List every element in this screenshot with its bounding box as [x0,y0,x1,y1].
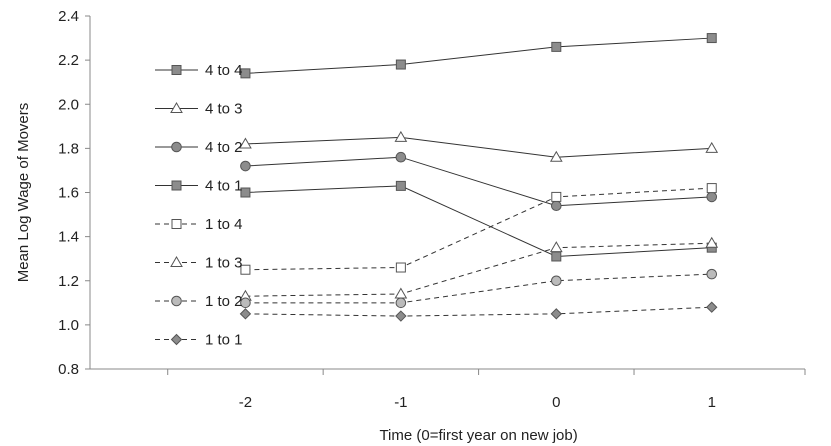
series-line [245,38,711,73]
legend-marker [171,103,182,113]
data-point [396,263,405,272]
series-lines [245,38,711,316]
legend: 4 to 4 4 to 3 4 to 2 4 to 1 1 to 4 1 to 3 1 to… [155,62,243,349]
data-point [707,192,717,202]
legend-label: 1 to 4 [205,216,243,233]
legend-marker [172,220,181,229]
legend-label: 4 to 2 [205,139,243,156]
data-point [707,302,717,312]
y-tick-label: 2.0 [58,96,79,113]
series-line [245,307,711,316]
data-point [552,252,561,261]
data-point [551,309,561,319]
legend-marker [172,335,182,345]
legend-label: 1 to 3 [205,255,243,272]
legend-label: 4 to 1 [205,178,243,195]
data-point [396,152,406,162]
data-point [395,132,406,142]
data-point [706,238,717,248]
data-point [395,288,406,298]
data-point [396,298,406,308]
y-tick-label: 1.0 [58,317,79,334]
y-tick-label: 1.4 [58,229,79,246]
y-axis-title: Mean Log Wage of Movers [15,103,32,283]
series-markers [240,34,717,321]
data-point [551,242,562,252]
data-point [241,161,251,171]
data-point [396,311,406,321]
y-tick-label: 1.6 [58,185,79,202]
series-line [245,137,711,157]
legend-marker [172,66,181,75]
series-line [245,188,711,270]
y-tick-label: 0.8 [58,361,79,378]
legend-marker [172,181,181,190]
x-tick-label: 1 [708,394,716,411]
legend-label: 1 to 1 [205,332,243,349]
series-line [245,186,711,257]
data-point [552,192,561,201]
legend-marker [171,257,182,267]
legend-marker [172,142,182,152]
data-point [396,60,405,69]
x-tick-label: -1 [394,394,407,411]
legend-label: 1 to 2 [205,293,243,310]
series-line [245,274,711,303]
data-point [552,201,562,211]
legend-marker [172,296,182,306]
x-tick-label: -2 [239,394,252,411]
data-point [707,184,716,193]
legend-label: 4 to 4 [205,62,243,79]
y-tick-label: 2.2 [58,52,79,69]
y-tick-label: 2.4 [58,8,79,25]
data-point [240,309,250,319]
data-point [396,181,405,190]
data-point [552,276,562,286]
legend-label: 4 to 3 [205,101,243,118]
y-tick-label: 1.2 [58,273,79,290]
x-tick-label: 0 [552,394,560,411]
y-tick-label: 1.8 [58,140,79,157]
data-point [707,34,716,43]
x-axis-title: Time (0=first year on new job) [379,427,577,444]
data-point [707,269,717,279]
axes: 0.8 1.0 1.2 1.4 1.6 1.8 2.0 2.2 2.4 -2 -1 0 1 [58,8,805,411]
data-point [552,42,561,51]
series-line [245,157,711,206]
data-point [706,143,717,153]
